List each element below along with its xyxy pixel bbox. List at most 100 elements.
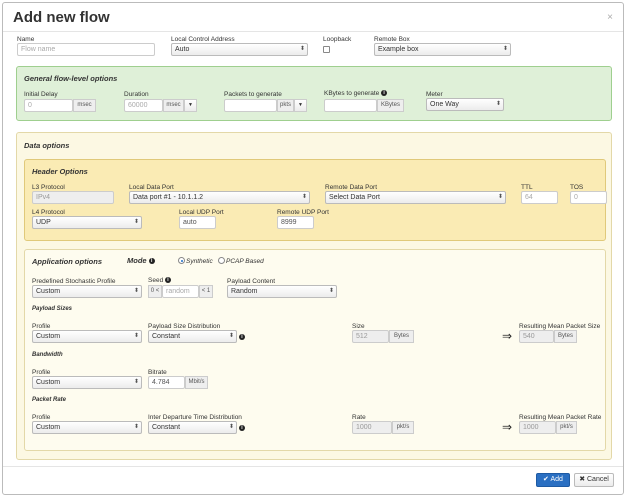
info-icon: i xyxy=(165,277,171,284)
application-options-panel: Application options Mode i Synthetic PCA… xyxy=(24,249,606,451)
header-options-title: Header Options xyxy=(32,167,88,176)
bitrate-input[interactable]: 4.784 xyxy=(148,376,185,389)
select-arrows-icon: ⬍ xyxy=(133,333,139,339)
pr-profile-select[interactable]: Custom ⬍ xyxy=(32,421,142,434)
size-label: Size xyxy=(352,323,365,330)
remote-udp-port-input[interactable]: 8999 xyxy=(277,216,314,229)
predefined-profile-select[interactable]: Custom ⬍ xyxy=(32,285,142,298)
rate-unit: pkt/s xyxy=(392,421,414,434)
local-control-address-select[interactable]: Auto ⬍ xyxy=(171,43,308,56)
kbytes-unit: KBytes xyxy=(377,99,404,112)
add-button[interactable]: ✔ Add xyxy=(536,473,570,487)
select-arrows-icon: ⬍ xyxy=(497,194,503,200)
rmpr-unit: pkt/s xyxy=(556,421,577,434)
rmpr-field: 1000 xyxy=(519,421,556,434)
bw-profile-label: Profile xyxy=(32,369,51,376)
dialog-title: Add new flow xyxy=(13,9,110,26)
select-arrows-icon: ⬍ xyxy=(301,194,307,200)
select-arrows-icon: ⬍ xyxy=(328,288,334,294)
ttl-label: TTL xyxy=(521,184,533,191)
rmps-label: Resulting Mean Packet Size xyxy=(519,323,601,330)
duration-label: Duration xyxy=(124,91,149,98)
header-divider xyxy=(3,31,623,32)
duration-unit-dropdown[interactable]: ▼ xyxy=(184,99,197,112)
select-arrows-icon: ⬍ xyxy=(228,424,234,430)
ps-profile-label: Profile xyxy=(32,323,51,330)
kbytes-input[interactable] xyxy=(324,99,377,112)
l4-protocol-label: L4 Protocol xyxy=(32,209,65,216)
seed-suffix: < 1 xyxy=(199,285,213,298)
local-data-port-label: Local Data Port xyxy=(129,184,174,191)
payload-content-label: Payload Content xyxy=(227,278,276,285)
general-options-title: General flow-level options xyxy=(24,74,118,83)
duration-unit: msec xyxy=(163,99,184,112)
select-arrows-icon: ⬍ xyxy=(133,288,139,294)
mode-synthetic-radio[interactable] xyxy=(178,257,185,264)
rmpr-label: Resulting Mean Packet Rate xyxy=(519,414,602,421)
mode-pcap-label: PCAP Based xyxy=(226,258,264,265)
mode-synthetic-label: Synthetic xyxy=(186,258,213,265)
payload-content-select[interactable]: Random ⬍ xyxy=(227,285,337,298)
select-arrows-icon: ⬍ xyxy=(133,219,139,225)
close-icon[interactable]: × xyxy=(607,12,613,23)
idt-distribution-select[interactable]: Constant ⬍ xyxy=(148,421,237,434)
seed-input[interactable]: random xyxy=(162,285,199,298)
local-udp-port-label: Local UDP Port xyxy=(179,209,224,216)
select-arrows-icon: ⬍ xyxy=(133,379,139,385)
packets-label: Packets to generate xyxy=(224,91,282,98)
select-arrows-icon: ⬍ xyxy=(495,101,501,107)
initial-delay-input[interactable]: 0 xyxy=(24,99,73,112)
name-label: Name xyxy=(17,36,35,43)
size-input[interactable]: 512 xyxy=(352,330,389,343)
caret-down-icon: ▼ xyxy=(298,102,303,108)
remote-box-label: Remote Box xyxy=(374,36,410,43)
application-options-title: Application options xyxy=(32,257,102,266)
l3-protocol-label: L3 Protocol xyxy=(32,184,65,191)
local-data-port-select[interactable]: Data port #1 - 10.1.1.2 ⬍ xyxy=(129,191,310,204)
meter-select[interactable]: One Way ⬍ xyxy=(426,98,504,111)
ps-distribution-label: Payload Size Distribution xyxy=(148,323,221,330)
payload-sizes-title: Payload Sizes xyxy=(32,306,73,312)
loopback-checkbox[interactable] xyxy=(323,46,330,53)
info-icon: i xyxy=(239,334,245,340)
kbytes-label: KBytes to generate i xyxy=(324,90,388,97)
remote-data-port-select[interactable]: Select Data Port ⬍ xyxy=(325,191,506,204)
seed-prefix: 0 < xyxy=(148,285,162,298)
ttl-input[interactable]: 64 xyxy=(521,191,558,204)
bitrate-unit: Mbit/s xyxy=(185,376,208,389)
arrow-right-icon: ⇒ xyxy=(502,329,513,343)
tos-input[interactable]: 0 xyxy=(570,191,607,204)
packets-unit-dropdown[interactable]: ▼ xyxy=(294,99,307,112)
bandwidth-title: Bandwidth xyxy=(32,352,63,358)
ps-profile-select[interactable]: Custom ⬍ xyxy=(32,330,142,343)
meter-label: Meter xyxy=(426,91,443,98)
cancel-button[interactable]: ✖ Cancel xyxy=(574,473,614,487)
rate-label: Rate xyxy=(352,414,366,421)
pr-profile-label: Profile xyxy=(32,414,51,421)
bw-profile-select[interactable]: Custom ⬍ xyxy=(32,376,142,389)
local-udp-port-input[interactable]: auto xyxy=(179,216,216,229)
add-flow-dialog: Add new flow × Name Flow name Local Cont… xyxy=(2,2,624,495)
idt-distribution-label: Inter Departure Time Distribution xyxy=(148,414,242,421)
packets-input[interactable] xyxy=(224,99,277,112)
flow-name-input[interactable]: Flow name xyxy=(17,43,155,56)
mode-pcap-radio[interactable] xyxy=(218,257,225,264)
initial-delay-unit: msec xyxy=(73,99,96,112)
select-arrows-icon: ⬍ xyxy=(299,46,305,52)
l3-protocol-field: IPv4 xyxy=(32,191,114,204)
remote-udp-port-label: Remote UDP Port xyxy=(277,209,329,216)
header-options-panel: Header Options L3 Protocol IPv4 Local Da… xyxy=(24,159,607,241)
packets-unit: pkts xyxy=(277,99,294,112)
bitrate-label: Bitrate xyxy=(148,369,167,376)
footer-divider xyxy=(3,466,623,467)
rate-input[interactable]: 1000 xyxy=(352,421,392,434)
l4-protocol-select[interactable]: UDP ⬍ xyxy=(32,216,142,229)
data-options-title: Data options xyxy=(24,141,70,150)
select-arrows-icon: ⬍ xyxy=(133,424,139,430)
ps-distribution-select[interactable]: Constant ⬍ xyxy=(148,330,237,343)
caret-down-icon: ▼ xyxy=(188,102,193,108)
remote-box-select[interactable]: Example box ⬍ xyxy=(374,43,511,56)
loopback-label: Loopback xyxy=(323,36,352,43)
initial-delay-label: Initial Delay xyxy=(24,91,58,98)
duration-input[interactable]: 60000 xyxy=(124,99,163,112)
